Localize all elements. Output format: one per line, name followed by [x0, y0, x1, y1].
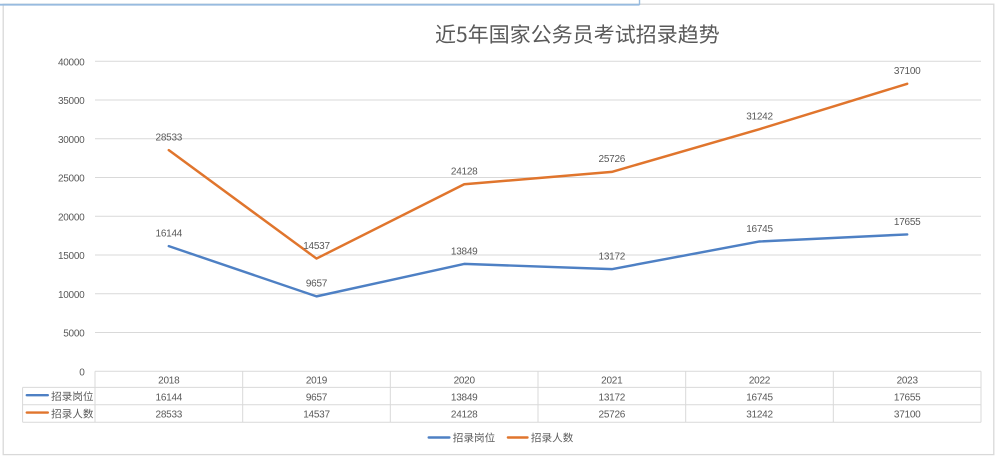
svg-text:30000: 30000 [58, 135, 85, 146]
svg-text:2019: 2019 [306, 376, 328, 387]
svg-text:5000: 5000 [63, 329, 85, 340]
svg-text:2020: 2020 [454, 376, 476, 387]
svg-text:16745: 16745 [746, 224, 773, 235]
svg-text:16745: 16745 [746, 392, 773, 403]
svg-text:35000: 35000 [58, 96, 85, 107]
svg-text:16144: 16144 [156, 228, 183, 239]
svg-text:9657: 9657 [306, 392, 328, 403]
svg-text:20000: 20000 [58, 212, 85, 223]
svg-text:25726: 25726 [599, 154, 626, 165]
svg-text:28533: 28533 [156, 410, 183, 421]
svg-text:13849: 13849 [451, 246, 478, 257]
svg-text:13172: 13172 [599, 252, 626, 263]
svg-text:24128: 24128 [451, 410, 478, 421]
svg-text:2023: 2023 [897, 376, 919, 387]
svg-text:25726: 25726 [599, 410, 626, 421]
svg-text:2021: 2021 [601, 376, 623, 387]
svg-text:25000: 25000 [58, 174, 85, 185]
svg-text:14537: 14537 [303, 410, 330, 421]
svg-text:31242: 31242 [746, 410, 773, 421]
svg-text:37100: 37100 [894, 410, 921, 421]
svg-text:2018: 2018 [158, 376, 180, 387]
svg-text:31242: 31242 [746, 112, 773, 123]
svg-text:16144: 16144 [156, 392, 183, 403]
svg-text:17655: 17655 [894, 217, 921, 228]
svg-text:10000: 10000 [58, 290, 85, 301]
svg-text:2022: 2022 [749, 376, 771, 387]
svg-text:13172: 13172 [599, 392, 626, 403]
svg-text:24128: 24128 [451, 167, 478, 178]
svg-text:28533: 28533 [156, 132, 183, 143]
svg-text:15000: 15000 [58, 251, 85, 262]
svg-text:0: 0 [79, 367, 85, 378]
svg-text:9657: 9657 [306, 279, 328, 290]
svg-text:13849: 13849 [451, 392, 478, 403]
svg-text:40000: 40000 [58, 57, 85, 68]
svg-text:14537: 14537 [303, 241, 330, 252]
svg-text:17655: 17655 [894, 392, 921, 403]
svg-text:37100: 37100 [894, 66, 921, 77]
